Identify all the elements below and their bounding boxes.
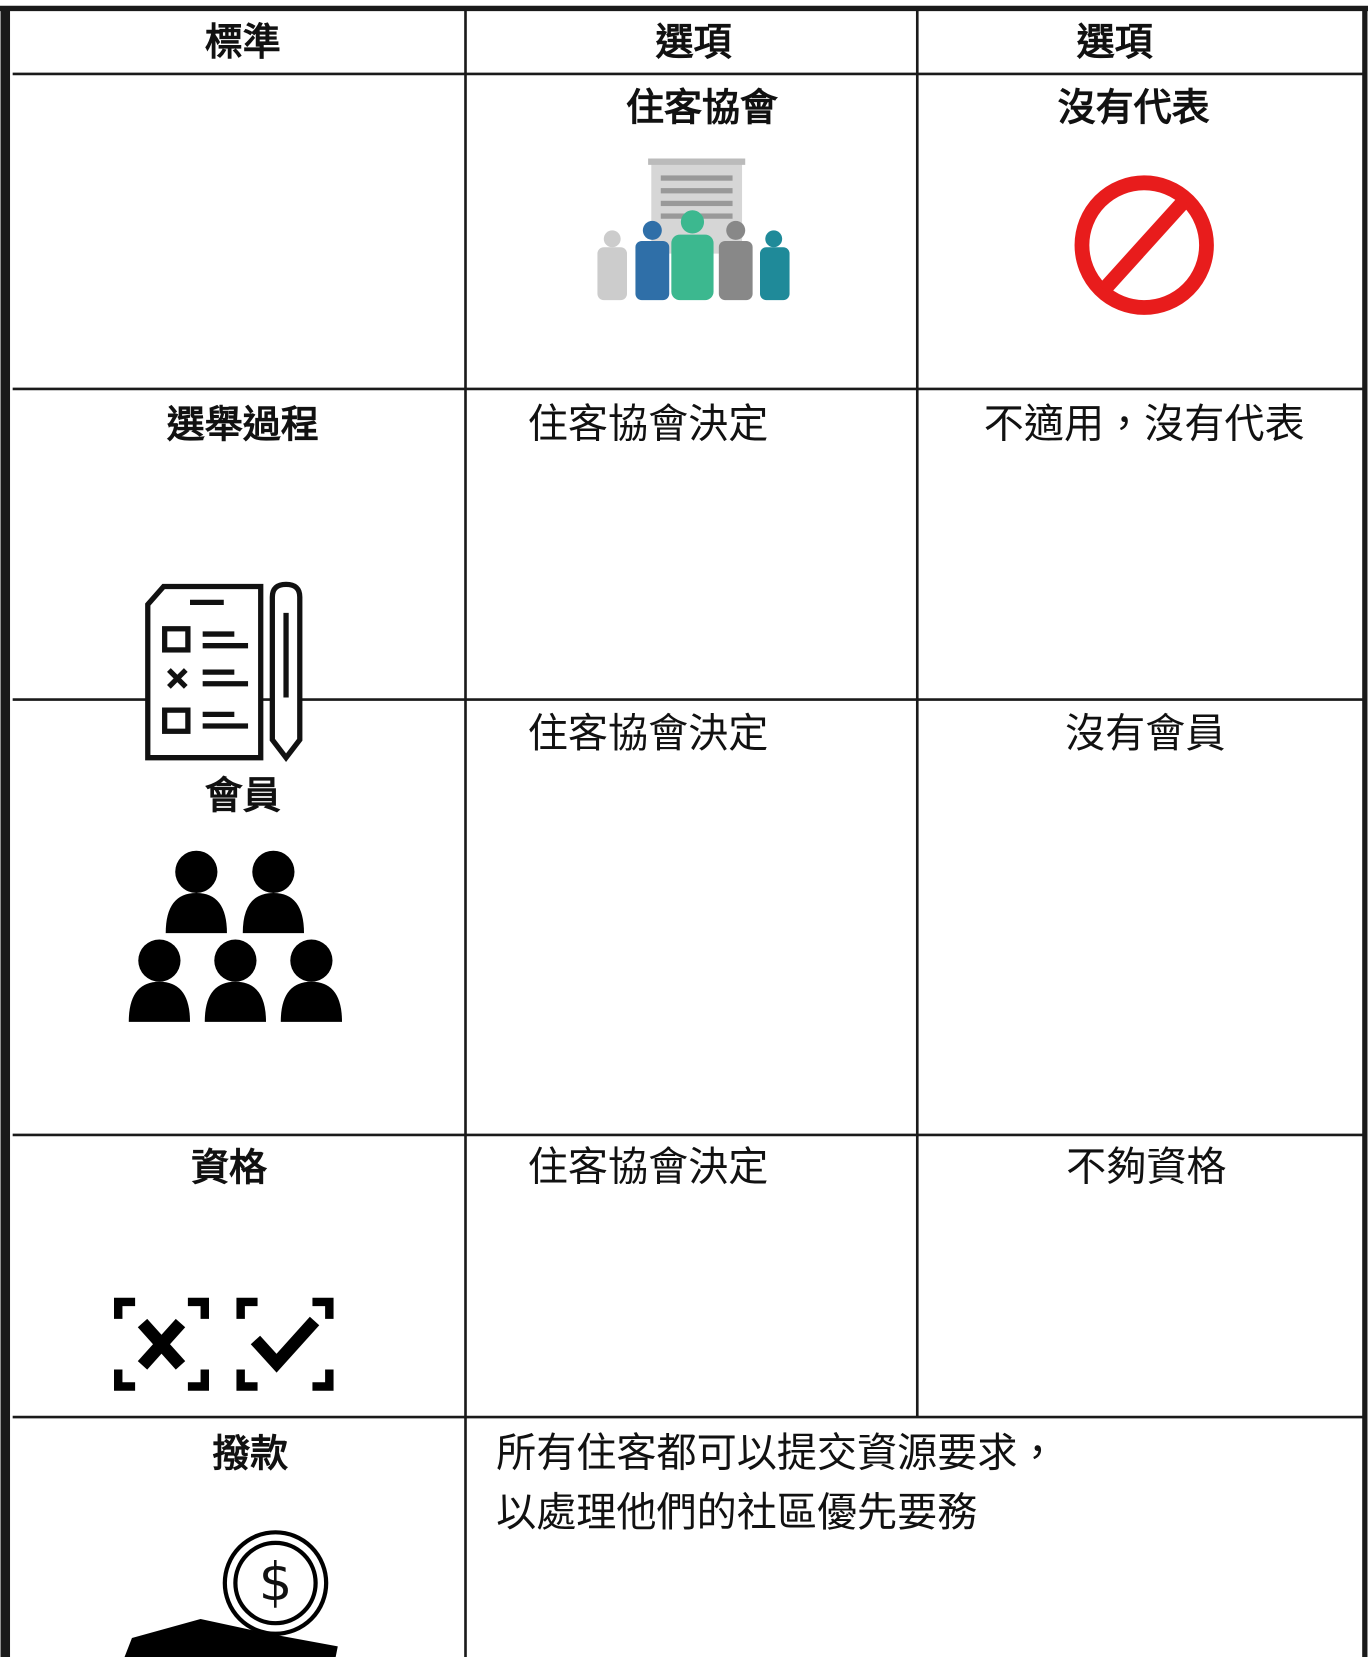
header-cell: 選項 xyxy=(1077,20,1154,64)
association-icon-part xyxy=(760,247,790,301)
association-icon-part xyxy=(671,234,714,301)
prohibited-icon xyxy=(1074,175,1214,315)
association-icon-part xyxy=(648,158,746,165)
eligibility-icon-part xyxy=(250,1316,320,1373)
funding-icon-part: $ xyxy=(259,1552,293,1613)
criterion: 撥款 xyxy=(212,1432,288,1476)
members-icon-part xyxy=(290,939,333,982)
ballot-icon-part xyxy=(167,668,188,689)
association-icon-part-part xyxy=(660,188,733,194)
members-icon xyxy=(128,850,342,1022)
header-cell: 標準 xyxy=(205,20,281,64)
prohibited-icon-part xyxy=(1098,195,1190,295)
option-cell: 住客協會決定 xyxy=(528,711,769,757)
criterion: 選舉過程 xyxy=(167,402,319,446)
members-icon-part xyxy=(175,850,218,893)
association-icon-part-part xyxy=(660,175,733,181)
association-icon-part xyxy=(718,240,753,301)
ballot-icon-part xyxy=(162,707,191,734)
option-cell: 不適用，沒有代表 xyxy=(984,401,1305,447)
eligibility-icon xyxy=(114,1297,334,1391)
members-icon-part xyxy=(204,981,266,1022)
association-icon-part xyxy=(635,240,670,301)
members-icon-part xyxy=(128,981,190,1022)
members-icon-part xyxy=(214,939,257,982)
association-icon-part xyxy=(603,230,621,248)
members-icon-part xyxy=(165,892,227,934)
funding-icon-part xyxy=(124,1618,338,1657)
funding-icon-part xyxy=(233,1540,318,1626)
association-icon-part xyxy=(597,247,627,301)
option-cell: 沒有會員 xyxy=(1065,711,1225,757)
option-cell: 住客協會決定 xyxy=(528,1144,769,1190)
criterion: 會員 xyxy=(205,773,281,817)
association-icon-part xyxy=(680,210,705,234)
ballot-icon-part xyxy=(162,626,191,653)
members-icon-part xyxy=(280,981,342,1022)
association-icon-part xyxy=(726,220,746,240)
eligibility-icon-part xyxy=(236,1297,334,1391)
members-icon-part xyxy=(138,939,181,982)
merged-cell-line: 以處理他們的社區優先要務 xyxy=(496,1490,977,1536)
funding-icon: $ xyxy=(124,1530,338,1657)
eligibility-icon-part xyxy=(137,1318,186,1370)
eligibility-icon-part xyxy=(114,1297,209,1391)
prohibited-icon-part xyxy=(1074,175,1214,315)
option-title: 沒有代表 xyxy=(1058,85,1210,129)
option-cell: 不夠資格 xyxy=(1066,1144,1226,1190)
members-icon-part xyxy=(242,892,304,934)
option-title: 住客協會 xyxy=(626,85,779,129)
members-icon-part xyxy=(252,850,295,893)
funding-icon-part xyxy=(222,1530,329,1636)
header-cell: 選項 xyxy=(656,20,733,64)
association-icon-part-part xyxy=(660,200,733,207)
option-cell: 住客協會決定 xyxy=(528,401,769,447)
association-icon xyxy=(597,158,790,301)
association-icon-part xyxy=(642,220,662,240)
merged-cell-line: 所有住客都可以提交資源要求， xyxy=(496,1431,1057,1477)
association-icon-part xyxy=(765,230,783,248)
criterion: 資格 xyxy=(191,1145,268,1189)
ballot-icon xyxy=(145,581,303,763)
